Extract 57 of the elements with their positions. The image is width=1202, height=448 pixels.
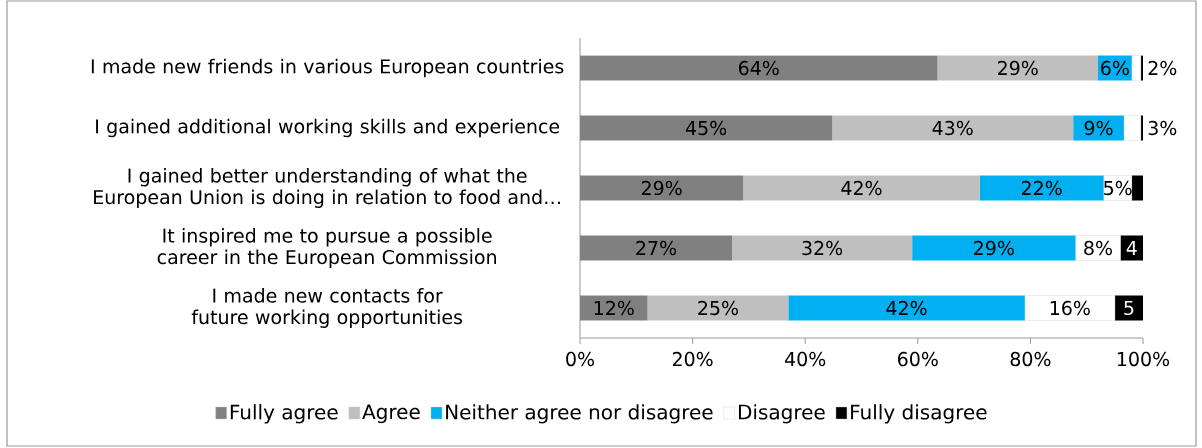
data-label: 16% — [1050, 300, 1090, 316]
data-label: 64% — [738, 60, 779, 76]
bar — [580, 175, 744, 201]
bar — [1024, 295, 1116, 321]
bar — [580, 295, 648, 321]
x-tick-label: 20% — [672, 351, 713, 367]
y-tick-label: I made new friends in various European countries — [91, 58, 564, 78]
data-label: 5% — [1104, 180, 1132, 196]
y-tick-label: I gained better understanding of what the European Union is doing in relation to food and… — [94, 168, 560, 208]
bar — [732, 235, 913, 261]
bar — [1123, 115, 1141, 141]
bar — [1131, 175, 1143, 201]
bar — [937, 55, 1098, 81]
bar — [1075, 235, 1121, 261]
data-label: 8% — [1084, 240, 1112, 256]
data-label: 29% — [998, 60, 1038, 76]
x-tick-label: 80% — [1010, 351, 1051, 367]
bar — [1073, 115, 1124, 141]
x-tick-label: 40% — [785, 351, 826, 367]
data-label: 25% — [698, 300, 738, 316]
x-tick-label: 0% — [566, 351, 595, 367]
data-label: 42% — [841, 180, 882, 196]
bar — [647, 295, 789, 321]
data-label: 3% — [1148, 120, 1177, 136]
data-label: 12% — [594, 300, 634, 316]
y-tick-label: I gained additional working skills and experience — [96, 118, 560, 138]
legend-label: Fully agree — [230, 404, 338, 424]
bar — [580, 115, 833, 141]
bar — [1131, 55, 1141, 81]
legend-label: Fully disagree — [851, 404, 987, 424]
y-tick-label: I made new contacts for future working opportunities — [191, 288, 463, 328]
legend-label: Disagree — [738, 404, 825, 424]
data-label: 22% — [1021, 180, 1062, 196]
bar — [832, 115, 1074, 141]
data-label: 4 — [1126, 241, 1137, 255]
bar — [580, 235, 733, 261]
bar — [743, 175, 980, 201]
data-label: 45% — [685, 120, 727, 136]
data-label: 29% — [641, 180, 682, 196]
legend-label: Neither agree nor disagree — [446, 404, 713, 424]
legend-label: Agree — [362, 404, 420, 424]
y-tick-label: It inspired me to pursue a possible career in the European Commission — [157, 228, 496, 268]
data-label: 29% — [974, 240, 1014, 256]
data-label: 27% — [636, 240, 677, 256]
data-label: 32% — [802, 240, 843, 256]
data-label: 43% — [932, 120, 973, 136]
data-label: 6% — [1101, 60, 1129, 76]
x-tick-label: 60% — [898, 351, 938, 367]
bar — [979, 175, 1104, 201]
x-tick-label: 100% — [1117, 351, 1170, 367]
bar — [788, 295, 1025, 321]
bar — [912, 235, 1076, 261]
data-label: 9% — [1084, 120, 1113, 136]
data-label: 42% — [886, 300, 927, 316]
data-label: 5 — [1124, 300, 1134, 316]
bar — [580, 55, 938, 81]
data-label: 2% — [1148, 60, 1177, 76]
